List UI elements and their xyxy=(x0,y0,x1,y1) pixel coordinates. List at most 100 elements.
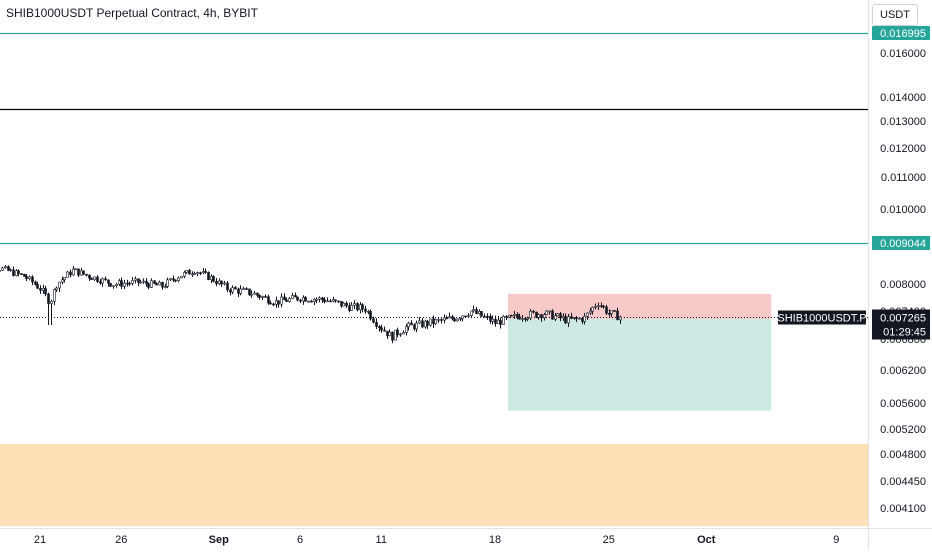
candle-body-56 xyxy=(126,282,129,285)
candle-body-28 xyxy=(50,301,53,304)
candle-body-112 xyxy=(277,300,280,305)
candle-body-97 xyxy=(237,288,240,294)
candle-body-209 xyxy=(540,314,543,319)
candle-body-74 xyxy=(174,279,177,282)
candle-body-216 xyxy=(559,313,562,319)
candle-body-120 xyxy=(299,299,302,302)
countdown-text: 01:29:45 xyxy=(883,327,926,339)
candle-body-205 xyxy=(529,310,532,319)
candle-body-13 xyxy=(9,269,12,272)
candle-body-199 xyxy=(513,314,516,316)
candle-body-108 xyxy=(267,296,270,304)
candle-body-176 xyxy=(451,316,454,320)
candle-body-151 xyxy=(383,329,386,332)
stop-loss-zone[interactable] xyxy=(508,293,772,319)
candle-body-157 xyxy=(399,333,402,336)
candle-body-150 xyxy=(380,327,383,331)
candle-body-106 xyxy=(261,296,264,298)
candle-body-149 xyxy=(378,326,381,328)
candle-body-204 xyxy=(526,317,529,320)
candle-body-116 xyxy=(288,298,291,302)
candle-body-90 xyxy=(218,280,221,285)
candle-body-128 xyxy=(321,297,324,301)
candle-body-10 xyxy=(1,267,4,271)
candle-body-33 xyxy=(63,277,66,281)
y-tick-label: 0.005600 xyxy=(880,398,926,410)
y-tick-label: 0.004450 xyxy=(880,476,926,488)
support-zone xyxy=(0,444,868,526)
candle-body-137 xyxy=(345,302,348,307)
candle-body-129 xyxy=(323,299,326,303)
candle-body-80 xyxy=(191,273,194,276)
candle-body-229 xyxy=(594,306,597,308)
candle-body-50 xyxy=(109,282,112,287)
candle-body-89 xyxy=(215,281,218,285)
y-tick-label: 0.008000 xyxy=(880,279,926,291)
candle-body-228 xyxy=(591,307,594,312)
y-tick-label: 0.016000 xyxy=(880,48,926,60)
candle-body-190 xyxy=(489,316,492,322)
candle-body-99 xyxy=(242,288,245,290)
x-tick-label: 9 xyxy=(833,534,839,546)
candle-body-171 xyxy=(437,319,440,321)
last-price-tag xyxy=(872,309,930,340)
candle-body-206 xyxy=(532,310,535,313)
candle-body-32 xyxy=(61,279,64,283)
candle-body-200 xyxy=(516,314,519,317)
candle-body-72 xyxy=(169,278,172,281)
candle-body-147 xyxy=(372,318,375,323)
candle-body-182 xyxy=(467,315,470,317)
candle-body-82 xyxy=(196,272,199,274)
candle-body-185 xyxy=(475,309,478,314)
candle-body-230 xyxy=(597,305,600,308)
candle-body-202 xyxy=(521,318,524,320)
candle-body-141 xyxy=(356,303,359,311)
candle-body-40 xyxy=(82,270,85,275)
candle-body-65 xyxy=(150,280,153,288)
candle-body-60 xyxy=(137,278,140,283)
candle-body-53 xyxy=(118,280,121,285)
candle-body-73 xyxy=(172,278,175,281)
candle-body-52 xyxy=(115,283,118,286)
candle-body-54 xyxy=(120,280,123,287)
x-tick-label: Sep xyxy=(209,534,229,546)
line-price-text-0: 0.016995 xyxy=(880,28,926,40)
candle-body-96 xyxy=(234,287,237,290)
candle-body-98 xyxy=(239,288,242,294)
candle-body-26 xyxy=(44,288,47,295)
candle-body-154 xyxy=(391,331,394,341)
candle-body-41 xyxy=(85,273,88,276)
candle-body-68 xyxy=(158,281,161,286)
candle-body-44 xyxy=(93,276,96,280)
candle-body-212 xyxy=(548,310,551,313)
candle-body-219 xyxy=(567,316,570,324)
candle-body-27 xyxy=(47,293,50,304)
x-tick-label: Oct xyxy=(697,534,716,546)
candle-body-11 xyxy=(4,266,7,269)
candle-body-18 xyxy=(23,273,26,277)
candle-body-164 xyxy=(418,320,421,324)
chart-title: SHIB1000USDT Perpetual Contract, 4h, BYB… xyxy=(6,6,258,20)
candle-body-123 xyxy=(307,300,310,303)
take-profit-zone[interactable] xyxy=(508,318,772,411)
candle-body-236 xyxy=(613,310,616,312)
candle-body-46 xyxy=(99,281,102,284)
y-tick-label: 0.014000 xyxy=(880,92,926,104)
candle-body-78 xyxy=(185,270,188,273)
candle-body-211 xyxy=(545,310,548,315)
candle-body-167 xyxy=(426,320,429,326)
candle-body-168 xyxy=(429,318,432,326)
candle-body-131 xyxy=(329,300,332,303)
candle-body-12 xyxy=(7,266,10,271)
y-tick-label: 0.012000 xyxy=(880,143,926,155)
currency-button[interactable]: USDT xyxy=(872,4,918,26)
candle-body-24 xyxy=(39,288,42,291)
candle-body-174 xyxy=(445,317,448,320)
candle-body-81 xyxy=(193,273,196,275)
candle-body-47 xyxy=(101,278,104,284)
candle-body-177 xyxy=(453,318,456,322)
candle-body-179 xyxy=(459,318,462,320)
candle-body-170 xyxy=(434,319,437,325)
